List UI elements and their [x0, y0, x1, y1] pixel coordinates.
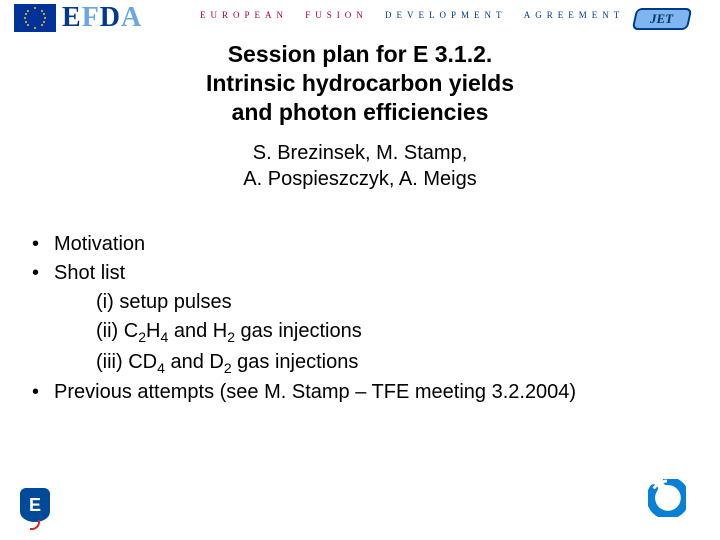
- header-tagline: EUROPEAN FUSION DEVELOPMENT AGREEMENT: [200, 10, 634, 20]
- title-line-1: Session plan for E 3.1.2.: [0, 40, 720, 69]
- footer-right-swirl: [648, 479, 686, 522]
- footer-left-badge: E: [20, 488, 50, 522]
- slide-title: Session plan for E 3.1.2. Intrinsic hydr…: [0, 40, 720, 126]
- sub-setup-pulses: (i) setup pulses: [96, 288, 720, 317]
- authors-line-1: S. Brezinsek, M. Stamp,: [0, 140, 720, 166]
- title-line-3: and photon efficiencies: [0, 98, 720, 127]
- bullet-motivation: Motivation: [34, 230, 720, 259]
- swirl-icon: [648, 479, 686, 517]
- eu-flag-icon: [14, 4, 56, 32]
- bullet-shot-list: Shot list: [34, 259, 720, 288]
- sub-cd4-d2: (iii) CD4 and D2 gas injections: [96, 348, 720, 378]
- header-band: EFDA EUROPEAN FUSION DEVELOPMENT AGREEME…: [0, 0, 720, 36]
- content-block: Motivation Shot list (i) setup pulses (i…: [34, 230, 720, 407]
- efda-logo: EFDA: [62, 2, 142, 34]
- sub-c2h4-h2: (ii) C2H4 and H2 gas injections: [96, 317, 720, 347]
- jet-logo: JET: [632, 8, 693, 30]
- authors-line-2: A. Pospieszczyk, A. Meigs: [0, 166, 720, 192]
- author-block: S. Brezinsek, M. Stamp, A. Pospieszczyk,…: [0, 140, 720, 192]
- title-line-2: Intrinsic hydrocarbon yields: [0, 69, 720, 98]
- bullet-previous-attempts: Previous attempts (see M. Stamp – TFE me…: [34, 378, 720, 407]
- e-badge-icon: E: [20, 488, 50, 522]
